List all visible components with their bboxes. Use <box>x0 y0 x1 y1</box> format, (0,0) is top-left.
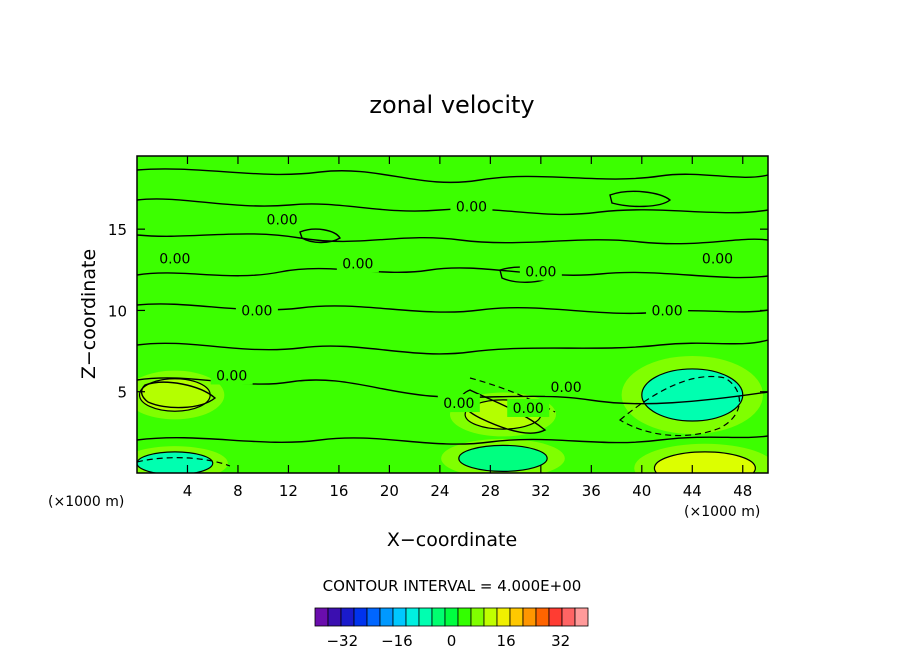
contour-line <box>299 228 341 244</box>
colorbar-swatch <box>548 607 563 627</box>
colorbar-swatch <box>366 607 381 627</box>
colorbar-swatch <box>405 607 420 627</box>
colorbar-swatch <box>379 607 394 627</box>
y-axis-label: Z−coordinate <box>78 249 100 379</box>
contour-label: 0.00 <box>216 368 247 384</box>
contour-label: 0.00 <box>342 256 373 272</box>
dashed-contour-line <box>618 375 740 437</box>
contour-label: 0.00 <box>513 401 544 417</box>
y-tick-label: 15 <box>108 221 127 239</box>
colorbar-tick-label: 0 <box>447 632 457 650</box>
contour-label-bg <box>153 249 196 268</box>
colorbar-tick-label: 16 <box>497 632 516 650</box>
colorbar-swatch <box>327 607 342 627</box>
colorbar-swatch <box>509 607 524 627</box>
x-tick-label: 8 <box>233 482 243 500</box>
contour-interval-label: CONTOUR INTERVAL = 4.000E+00 <box>323 577 582 595</box>
feature-min <box>137 451 214 473</box>
colorbar-swatch <box>470 607 485 627</box>
colorbar-swatch <box>314 607 329 627</box>
x-tick-label: 16 <box>329 482 348 500</box>
contour-label-bg <box>210 366 253 385</box>
contour-line <box>137 198 768 216</box>
plot-frame <box>136 155 769 474</box>
colorbar-swatch <box>418 607 433 627</box>
contour-label-bg <box>696 249 739 268</box>
contour-line <box>140 381 217 409</box>
contour-label-bg <box>545 377 588 396</box>
y-tick-label: 10 <box>108 302 127 320</box>
x-tick-label: 44 <box>683 482 702 500</box>
colorbar-swatch <box>561 607 576 627</box>
contour-line <box>137 435 768 445</box>
colorbar-tick-label: −16 <box>381 632 413 650</box>
x-tick-label: 28 <box>481 482 500 500</box>
contour-label: 0.00 <box>443 396 474 412</box>
x-tick-label: 12 <box>279 482 298 500</box>
colorbar-swatch <box>444 607 459 627</box>
x-tick-label: 48 <box>733 482 752 500</box>
x-tick-label: 4 <box>183 482 193 500</box>
contour-label-bg <box>646 301 689 320</box>
chart-title: zonal velocity <box>369 91 534 119</box>
contour-label-bg <box>450 197 493 216</box>
contour-label: 0.00 <box>702 251 733 267</box>
contour-label: 0.00 <box>456 199 487 215</box>
colorbar-swatch <box>574 607 589 627</box>
contour-label: 0.00 <box>651 303 682 319</box>
contour-label-bg <box>235 301 278 320</box>
velocity-features <box>137 355 768 473</box>
contour-label-bg <box>507 398 550 417</box>
contour-label: 0.00 <box>550 380 581 396</box>
x-tick-label: 40 <box>632 482 651 500</box>
contour-line <box>137 267 768 279</box>
x-tick-label: 24 <box>430 482 449 500</box>
x-axis-ticks: 4 8 12 16 20 24 28 32 36 40 44 48 <box>183 156 752 500</box>
contour-label-bg <box>336 254 379 273</box>
feature-min <box>458 444 548 472</box>
colorbar-swatch <box>340 607 355 627</box>
colorbar-tick-labels: −32 −16 0 16 32 <box>326 632 570 650</box>
x-unit-label: (×1000 m) <box>684 504 760 520</box>
x-tick-label: 36 <box>582 482 601 500</box>
colorbar-tick-label: −32 <box>326 632 358 650</box>
contour-line <box>609 190 672 208</box>
colorbar-swatch <box>535 607 550 627</box>
colorbar-swatch <box>522 607 537 627</box>
contour-label-bg <box>261 210 304 229</box>
contour-line <box>137 339 768 355</box>
x-tick-label: 20 <box>380 482 399 500</box>
contour-line <box>137 168 768 184</box>
contour-label-bg <box>437 394 480 413</box>
colorbar-swatch <box>431 607 446 627</box>
colorbar <box>314 607 589 627</box>
x-axis-label: X−coordinate <box>387 529 517 551</box>
contour-label: 0.00 <box>525 264 556 280</box>
contour-label: 0.00 <box>159 251 190 267</box>
plot-area <box>137 156 768 473</box>
contour-label-bg <box>519 262 562 281</box>
feature-min <box>641 368 744 422</box>
dashed-contour-line <box>137 457 231 467</box>
colorbar-swatch <box>353 607 368 627</box>
colorbar-swatch <box>496 607 511 627</box>
feature-max <box>653 451 756 473</box>
colorbar-swatch <box>392 607 407 627</box>
colorbar-swatch <box>457 607 472 627</box>
y-tick-label: 5 <box>117 384 127 402</box>
colorbar-swatch <box>483 607 498 627</box>
colorbar-tick-label: 32 <box>551 632 570 650</box>
x-tick-label: 32 <box>531 482 550 500</box>
y-unit-label: (×1000 m) <box>48 494 124 510</box>
contour-labels: 0.00 0.00 0.00 0.00 0.00 0.00 0.00 0.00 0.00 0.00… <box>153 197 739 417</box>
contour-label: 0.00 <box>267 212 298 228</box>
contour-label: 0.00 <box>241 303 272 319</box>
contour-line <box>137 233 768 245</box>
y-axis-ticks: 5 10 15 <box>108 221 768 402</box>
